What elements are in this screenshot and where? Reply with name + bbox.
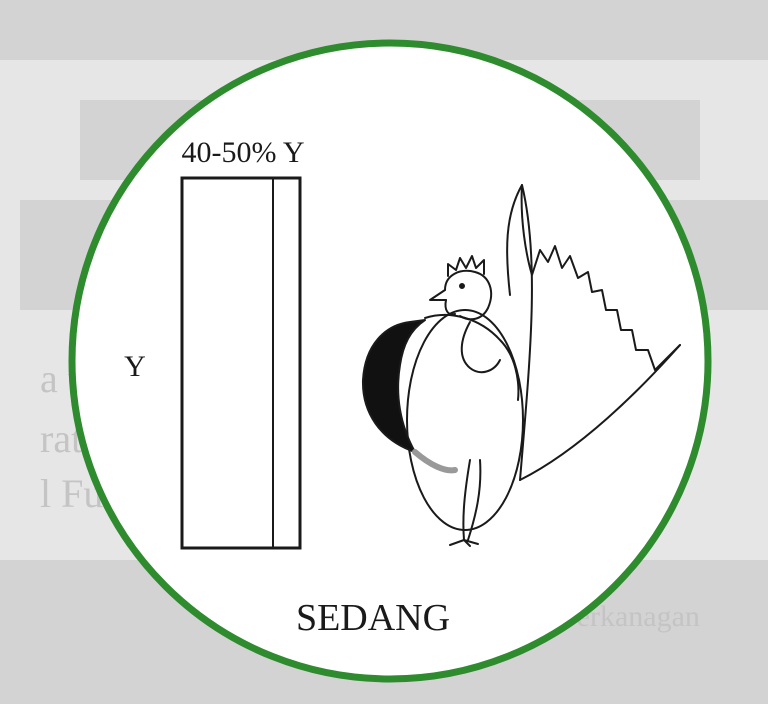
rooster-wattle (444, 299, 456, 316)
rooster-head (444, 270, 493, 321)
rooster-foot (449, 539, 479, 547)
rooster-illustration (361, 184, 681, 547)
rooster-body (406, 309, 524, 531)
rooster-eye (459, 283, 465, 289)
rooster-leg (467, 459, 482, 541)
rooster-neck (460, 321, 501, 374)
bin-label: 40-50% Y (181, 136, 304, 169)
rooster-tail (506, 184, 681, 371)
rooster-beak (429, 289, 447, 301)
rooster-leg (462, 459, 471, 541)
bin-rectangle (180, 176, 302, 550)
rooster-tail-inner (519, 184, 533, 481)
rooster-wing-shade (412, 449, 458, 474)
rooster-tail-lower (519, 344, 681, 481)
rooster-comb (447, 255, 485, 277)
rooster-back-curve (424, 314, 520, 401)
axis-label: Y (124, 350, 146, 383)
caption: SEDANG (296, 597, 450, 639)
